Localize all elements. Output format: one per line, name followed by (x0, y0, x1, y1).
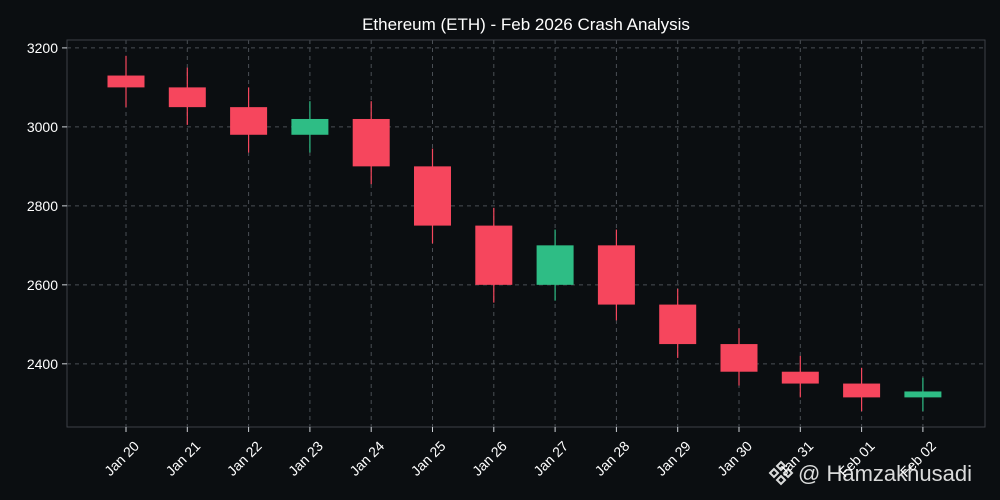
candle-down (720, 328, 758, 386)
candle-up (904, 377, 942, 412)
candle-body (720, 344, 758, 372)
candle-down (414, 148, 451, 244)
candle-body (781, 371, 819, 384)
candle-down (230, 87, 268, 153)
binance-logo-icon (768, 460, 794, 486)
candle-body (597, 245, 635, 305)
candle-body (414, 166, 451, 226)
y-tick-label: 2800 (27, 198, 58, 214)
candle-body (291, 118, 329, 135)
y-axis-ticks: 2400 2600 2800 3000 3200 (27, 40, 67, 372)
candle-body (659, 304, 697, 345)
candle-down (659, 288, 697, 358)
chart-title: Ethereum (ETH) - Feb 2026 Crash Analysis (362, 15, 690, 34)
y-tick-label: 2400 (27, 356, 58, 372)
candle-up (291, 101, 329, 153)
candle-body (536, 245, 574, 285)
candle-down (168, 67, 206, 125)
plot-frame (66, 39, 986, 428)
candle-body (230, 107, 268, 135)
candle-body (904, 391, 942, 398)
y-tick-label: 2600 (27, 277, 58, 293)
watermark: @ Hamzakhusadi (768, 460, 972, 486)
candle-up (536, 229, 574, 301)
y-tick-label: 3200 (27, 40, 58, 56)
candles (107, 55, 942, 412)
candle-down (597, 229, 635, 321)
candle-body (843, 383, 881, 398)
candle-down (352, 101, 390, 185)
candle-down (475, 207, 513, 303)
candle-body (107, 75, 145, 88)
candle-down (781, 355, 819, 398)
candle-body (168, 87, 206, 108)
candle-down (843, 367, 881, 412)
candle-body (475, 225, 513, 285)
candle-body (352, 118, 390, 167)
watermark-text: @ Hamzakhusadi (798, 461, 972, 486)
plot-border (66, 39, 986, 428)
y-tick-label: 3000 (27, 119, 58, 135)
candle-down (107, 55, 145, 108)
